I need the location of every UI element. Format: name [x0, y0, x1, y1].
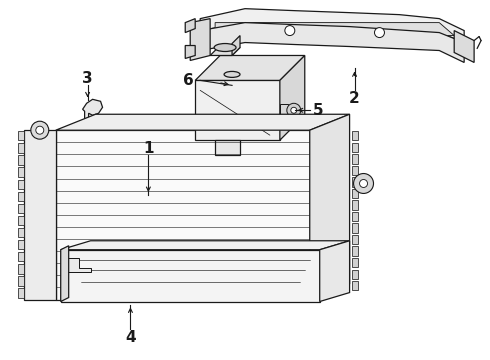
Text: 3: 3: [82, 71, 93, 86]
Polygon shape: [215, 140, 240, 155]
Polygon shape: [200, 9, 464, 42]
Polygon shape: [280, 55, 305, 140]
Polygon shape: [352, 235, 358, 244]
Polygon shape: [18, 240, 24, 249]
Ellipse shape: [224, 71, 240, 77]
Polygon shape: [352, 166, 358, 175]
Polygon shape: [224, 75, 240, 90]
Polygon shape: [232, 36, 240, 55]
Circle shape: [285, 26, 295, 36]
Polygon shape: [352, 258, 358, 267]
Polygon shape: [352, 143, 358, 152]
Polygon shape: [56, 114, 349, 130]
Ellipse shape: [214, 44, 236, 51]
Text: 4: 4: [125, 330, 136, 345]
Circle shape: [374, 28, 385, 37]
Polygon shape: [352, 189, 358, 198]
Polygon shape: [352, 270, 358, 279]
Polygon shape: [18, 204, 24, 213]
Polygon shape: [61, 241, 349, 250]
Polygon shape: [352, 224, 358, 233]
Polygon shape: [195, 55, 305, 80]
Polygon shape: [18, 143, 24, 153]
Polygon shape: [18, 192, 24, 201]
Polygon shape: [352, 212, 358, 221]
Polygon shape: [24, 130, 56, 300]
Polygon shape: [352, 154, 358, 163]
Circle shape: [354, 174, 373, 193]
Polygon shape: [352, 177, 358, 186]
Polygon shape: [18, 167, 24, 177]
Polygon shape: [18, 180, 24, 189]
Polygon shape: [454, 31, 474, 62]
Polygon shape: [18, 252, 24, 261]
Text: 5: 5: [313, 103, 323, 118]
Polygon shape: [18, 288, 24, 298]
Text: 2: 2: [349, 91, 360, 106]
Polygon shape: [185, 19, 195, 32]
Polygon shape: [18, 131, 24, 140]
Polygon shape: [352, 201, 358, 210]
Polygon shape: [61, 246, 69, 302]
Polygon shape: [56, 130, 310, 300]
Polygon shape: [61, 258, 91, 272]
Circle shape: [291, 107, 297, 113]
Polygon shape: [210, 48, 240, 55]
Circle shape: [31, 121, 49, 139]
Polygon shape: [61, 250, 319, 302]
Polygon shape: [185, 45, 195, 58]
Polygon shape: [190, 19, 210, 60]
Polygon shape: [18, 228, 24, 237]
Circle shape: [360, 180, 368, 188]
Circle shape: [36, 126, 44, 134]
Polygon shape: [310, 114, 349, 300]
Polygon shape: [83, 99, 102, 123]
Text: 6: 6: [183, 73, 194, 88]
Text: 1: 1: [143, 141, 154, 156]
Polygon shape: [319, 241, 349, 302]
Polygon shape: [18, 264, 24, 274]
Polygon shape: [352, 247, 358, 256]
Polygon shape: [352, 281, 358, 290]
Polygon shape: [195, 80, 280, 140]
Polygon shape: [215, 23, 454, 36]
Polygon shape: [18, 156, 24, 165]
Polygon shape: [280, 104, 288, 116]
Polygon shape: [200, 23, 464, 62]
Polygon shape: [18, 216, 24, 225]
Circle shape: [287, 103, 301, 117]
Polygon shape: [18, 276, 24, 285]
Polygon shape: [352, 131, 358, 140]
